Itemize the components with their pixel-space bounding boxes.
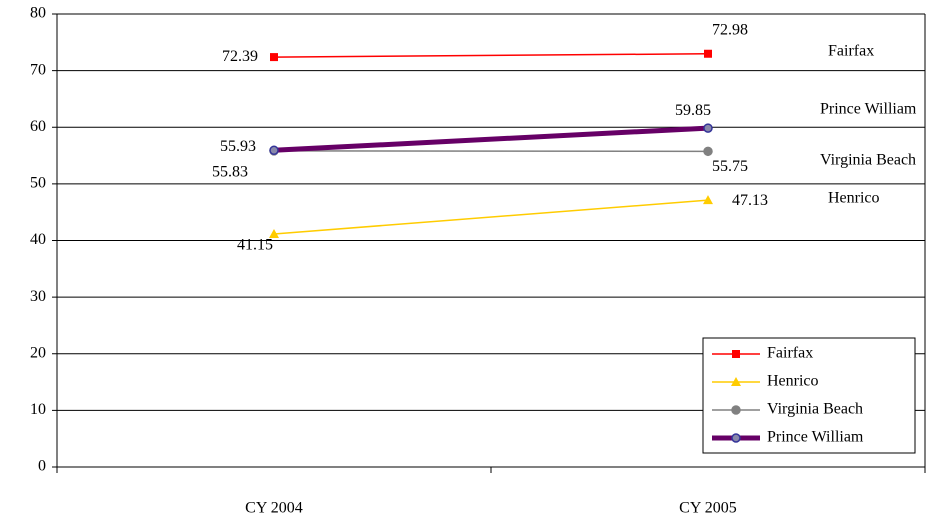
legend-label: Virginia Beach [767, 401, 863, 418]
legend-label: Fairfax [767, 345, 813, 362]
marker [269, 145, 279, 156]
marker [703, 123, 713, 133]
marker [269, 228, 279, 238]
legend: Fairfax Henrico Virginia Beach Prince Willi… [702, 337, 916, 454]
data-label: 72.39 [222, 48, 258, 65]
data-label: 55.83 [212, 164, 248, 181]
data-label: 55.93 [220, 138, 256, 155]
series-annotation: Henrico [828, 190, 880, 207]
legend-label: Henrico [767, 373, 819, 390]
legend-marker [731, 405, 741, 415]
data-label: 41.15 [237, 237, 273, 254]
data-label: 47.13 [732, 192, 768, 209]
y-tick-label: 40 [30, 231, 46, 248]
marker [704, 49, 712, 58]
legend-marker [731, 377, 741, 386]
marker [703, 195, 713, 205]
plot [269, 49, 713, 238]
y-tick-label: 60 [30, 118, 46, 135]
legend-marker [732, 350, 740, 358]
y-tick-label: 0 [38, 458, 46, 475]
data-label: 59.85 [675, 102, 711, 119]
series-annotation: Virginia Beach [820, 152, 916, 169]
labels: 0 10 20 30 40 50 60 70 80 CY 2004 CY 2005 41.15 47.1… [30, 5, 917, 517]
y-tick-label: 20 [30, 344, 46, 361]
series-line [273, 125, 709, 153]
marker [270, 53, 278, 62]
series-line [273, 53, 709, 58]
series-line [273, 199, 709, 235]
y-tick-label: 80 [30, 5, 46, 22]
data-label: 72.98 [712, 21, 748, 38]
y-tick-label: 10 [30, 401, 46, 418]
series-annotation: Prince William [820, 101, 917, 118]
marker [703, 146, 713, 157]
x-tick-label: CY 2005 [679, 500, 737, 517]
series-annotation: Fairfax [828, 43, 874, 60]
legend-marker [731, 433, 741, 443]
data-label: 55.75 [712, 158, 748, 175]
y-tick-label: 30 [30, 288, 46, 305]
legend-label: Prince William [767, 429, 864, 446]
grid [52, 13, 926, 473]
y-tick-label: 50 [30, 175, 46, 192]
y-tick-label: 70 [30, 61, 46, 78]
x-tick-label: CY 2004 [245, 500, 303, 517]
